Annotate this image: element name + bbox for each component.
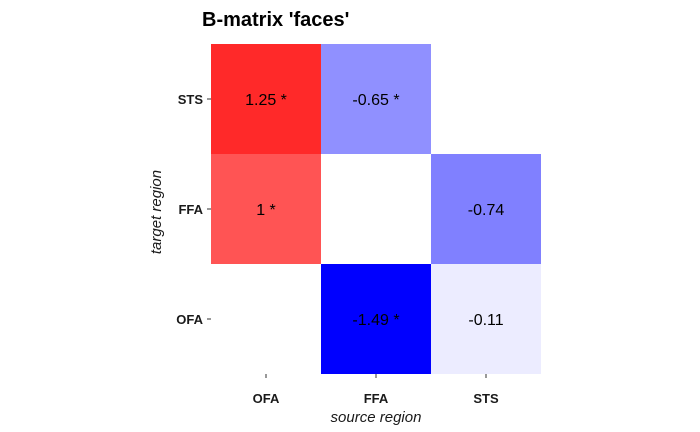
chart-title: B-matrix 'faces' [202,9,349,31]
heatmap-cell [211,44,321,154]
x-axis: OFA FFA STS [253,374,499,406]
y-tick-label: STS [178,92,204,107]
heatmap-cell [211,154,321,264]
x-axis-title: source region [331,409,422,426]
heatmap-cell-label: -0.74 [468,202,505,219]
heatmap-cell-labels: 1.25 * -0.65 * 1 * -0.74 -1.49 * -0.11 [245,92,504,329]
heatmap-cell-label: 1 * [256,202,276,219]
heatmap-cell-label: -0.11 [468,312,503,329]
heatmap-cell [321,264,431,374]
y-tick-label: FFA [178,202,203,217]
x-tick-label: STS [473,391,499,406]
x-tick-label: FFA [364,391,389,406]
y-axis: OFA FFA STS [176,92,211,327]
heatmap-cell-label: -0.65 * [352,92,399,109]
heatmap-cell [431,264,541,374]
y-axis-title: target region [148,170,165,254]
heatmap-cell [431,154,541,264]
heatmap-cell [321,44,431,154]
heatmap-cell-label: 1.25 * [245,92,287,109]
x-tick-label: OFA [253,391,280,406]
y-tick-label: OFA [176,312,203,327]
heatmap-cell-label: -1.49 * [352,312,399,329]
heatmap-cells [211,44,541,374]
